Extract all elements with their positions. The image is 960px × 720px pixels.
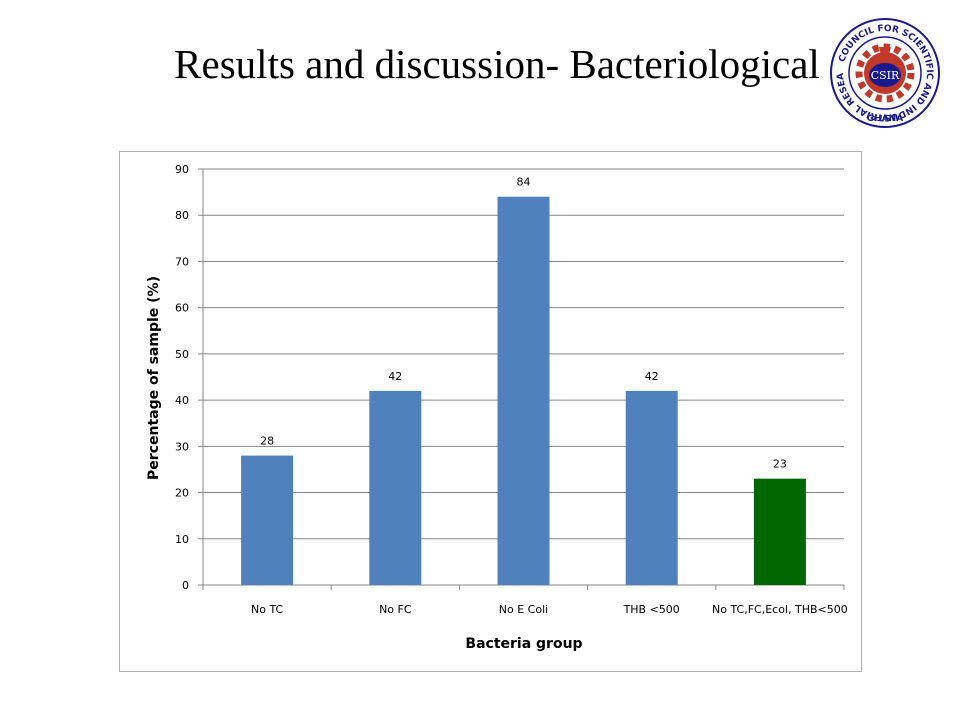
x-axis-title: Bacteria group	[465, 636, 582, 652]
y-tick-label: 20	[175, 487, 189, 500]
labels: 0 10 20 30 40 50 60 70 80 90 28 No TC 42 No FC 84 No E …	[175, 163, 848, 616]
x-tick-label: No TC,FC,Ecol, THB<500	[712, 603, 848, 616]
logo-center-text: CSIR	[871, 69, 900, 82]
bar	[625, 390, 678, 585]
bar-value-label: 42	[645, 370, 659, 383]
csir-logo: COUNCIL FOR SCIENTIFIC AND INDUSTRIAL RE…	[829, 17, 940, 128]
bar-value-label: 23	[773, 458, 787, 471]
bar	[753, 478, 806, 585]
y-tick-label: 0	[182, 579, 189, 592]
bar-value-label: 42	[388, 370, 402, 383]
y-tick-label: 10	[175, 533, 189, 546]
y-tick-label: 30	[175, 440, 189, 453]
x-tick-label: THB <500	[623, 603, 680, 616]
slide-title: Results and discussion- Bacteriological	[174, 41, 820, 87]
y-tick-label: 40	[175, 394, 189, 407]
y-tick-label: 80	[175, 209, 189, 222]
x-tick-label: No E Coli	[499, 603, 548, 616]
y-tick-label: 70	[175, 255, 189, 268]
bar	[497, 196, 550, 585]
bar-value-label: 28	[260, 435, 274, 448]
x-tick-label: No FC	[379, 603, 412, 616]
y-tick-label: 50	[175, 348, 189, 361]
y-axis-title: Percentage of sample (%)	[146, 276, 162, 480]
y-tick-label: 60	[175, 302, 189, 315]
bar	[369, 390, 422, 585]
bar	[241, 455, 294, 585]
y-tick-label: 90	[175, 163, 189, 176]
logo-bottom-text: GHANA	[867, 114, 903, 124]
x-tick-label: No TC	[251, 603, 284, 616]
bars	[241, 196, 806, 585]
bar-value-label: 84	[517, 176, 531, 189]
